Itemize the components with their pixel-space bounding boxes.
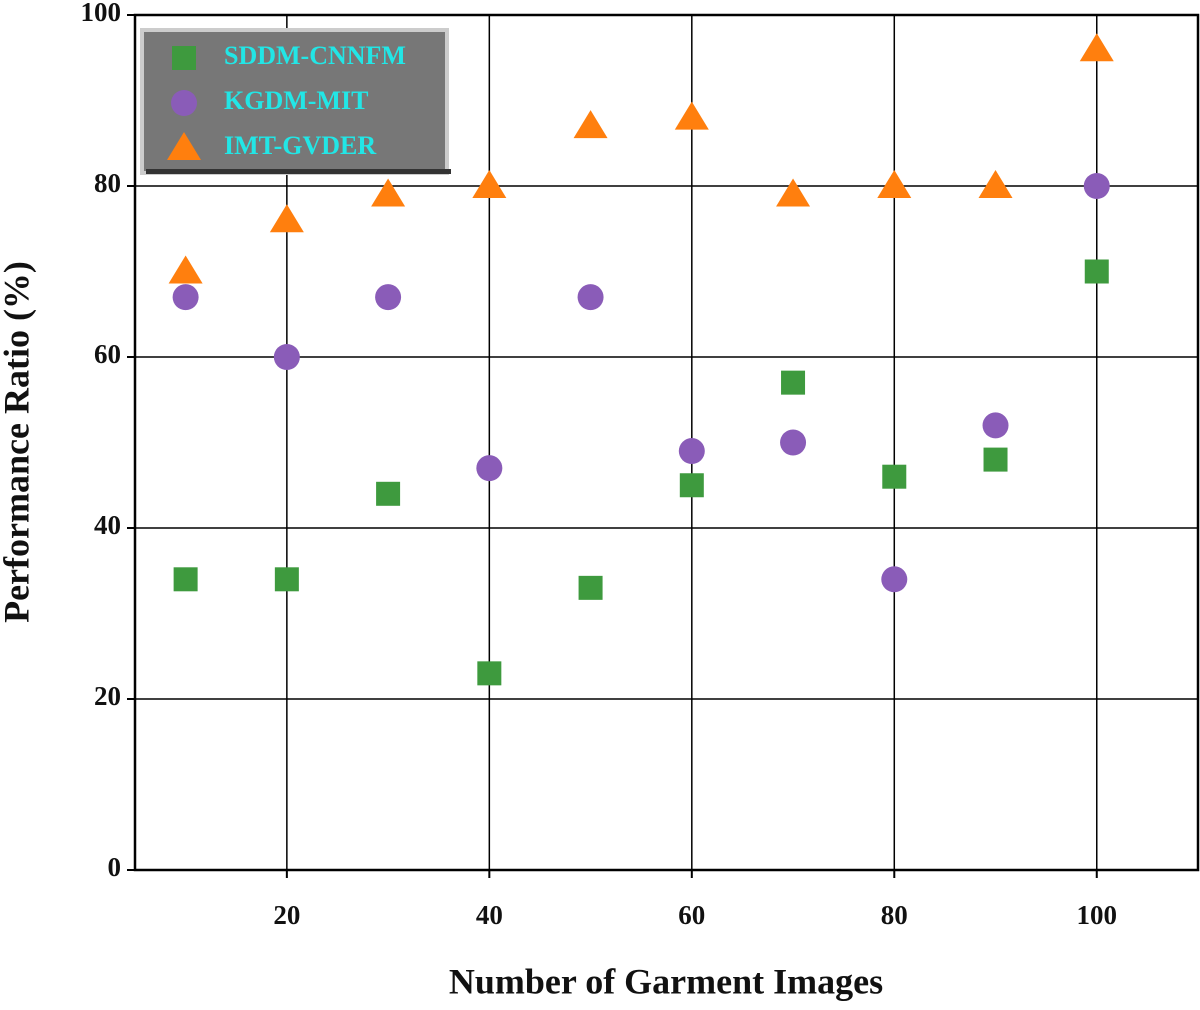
square-point bbox=[983, 447, 1008, 472]
square-point bbox=[781, 370, 806, 395]
circle-point bbox=[780, 429, 807, 456]
square-point bbox=[882, 464, 907, 489]
square-point bbox=[376, 481, 401, 506]
y-tick-label: 20 bbox=[94, 681, 121, 711]
square-point bbox=[578, 575, 603, 600]
circle-point bbox=[982, 412, 1009, 439]
x-tick-label: 80 bbox=[881, 900, 908, 930]
triangle-point bbox=[573, 110, 608, 139]
circle-point bbox=[171, 90, 197, 116]
circle-point bbox=[577, 284, 604, 311]
plot-frame bbox=[133, 13, 1200, 872]
square-point bbox=[173, 567, 198, 592]
triangle-point bbox=[674, 101, 709, 130]
square-point bbox=[274, 567, 299, 592]
x-axis-title: Number of Garment Images bbox=[449, 961, 883, 1001]
square-point bbox=[172, 46, 196, 70]
triangle-point bbox=[167, 132, 201, 160]
triangle-point bbox=[1079, 33, 1114, 62]
y-tick-label: 100 bbox=[81, 0, 122, 27]
y-tick-label: 60 bbox=[94, 339, 121, 369]
triangle-point bbox=[269, 204, 304, 233]
x-tick-label: 20 bbox=[273, 900, 300, 930]
x-tick-label: 60 bbox=[678, 900, 705, 930]
square-point bbox=[1084, 259, 1109, 284]
legend-label: IMT-GVDER bbox=[224, 131, 376, 160]
circle-point bbox=[375, 284, 402, 311]
legend-shadow bbox=[146, 169, 451, 174]
x-tick-label: 100 bbox=[1077, 900, 1118, 930]
triangle-point bbox=[168, 255, 203, 284]
circle-point bbox=[881, 566, 908, 593]
triangle-point bbox=[371, 178, 406, 207]
circle-point bbox=[476, 455, 503, 482]
legend-label: KGDM-MIT bbox=[224, 86, 368, 115]
triangle-point bbox=[877, 170, 912, 198]
circle-point bbox=[172, 284, 199, 311]
y-tick-label: 0 bbox=[108, 852, 122, 882]
triangle-point bbox=[978, 170, 1013, 198]
y-axis-title: Performance Ratio (%) bbox=[0, 261, 36, 623]
x-tick-label: 40 bbox=[476, 900, 503, 930]
y-tick-label: 40 bbox=[94, 510, 121, 540]
y-tick-label: 80 bbox=[94, 168, 121, 198]
circle-point bbox=[273, 344, 300, 370]
triangle-point bbox=[472, 170, 507, 198]
circle-point bbox=[1083, 173, 1110, 199]
square-point bbox=[477, 661, 502, 686]
legend-label: SDDM-CNNFM bbox=[224, 41, 406, 70]
circle-point bbox=[678, 438, 705, 465]
square-point bbox=[679, 473, 704, 498]
triangle-point bbox=[776, 178, 811, 207]
